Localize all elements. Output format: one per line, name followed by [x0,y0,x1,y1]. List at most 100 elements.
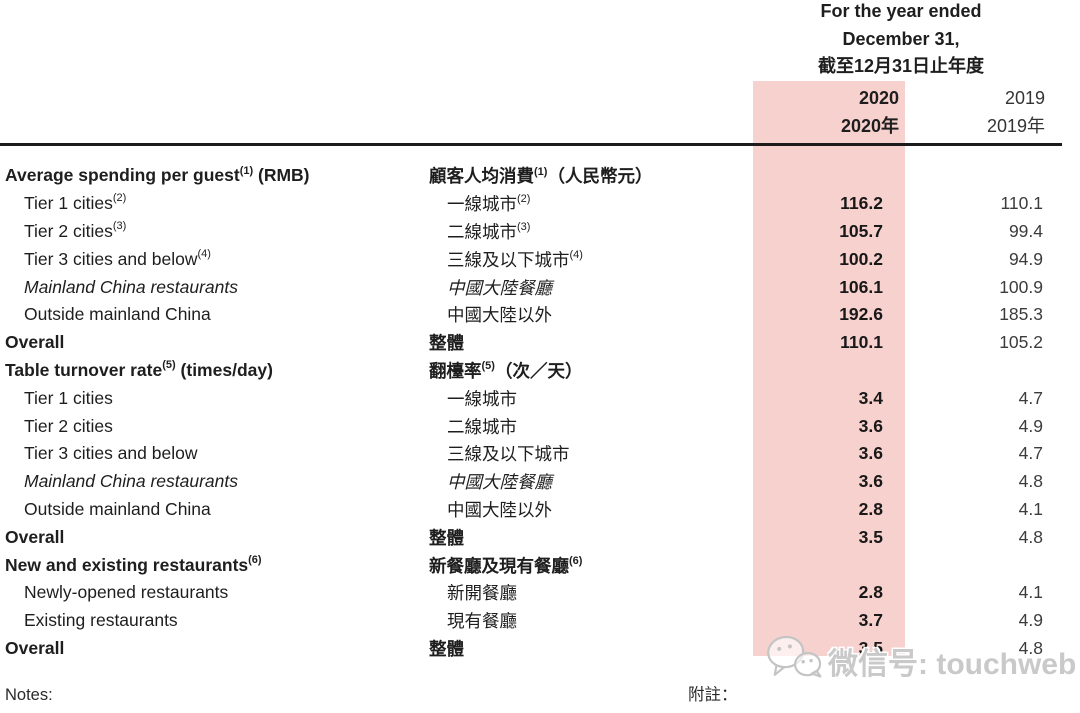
column-header-2019: 2019 2019年 [920,84,1045,140]
value-2020: 106.1 [839,276,883,297]
row-label-en: Tier 1 cities [24,387,113,408]
table-row: Outside mainland China 中國大陸以外 192.6 185.3 [0,301,1062,329]
value-2019: 99.4 [1008,220,1043,241]
row-label-en: Outside mainland China [24,304,211,325]
row-label-en: Tier 3 cities and below [24,443,198,464]
period-header: For the year ended December 31, 截至12月31日… [740,0,1062,81]
table-row: Overall 整體 3.5 4.8 [0,635,1062,663]
value-2020: 3.5 [858,637,883,658]
year-2019-en: 2019 [1004,88,1045,108]
period-line-1: For the year ended [820,1,982,21]
row-label-zh: 中國大陸餐廳 [447,472,552,493]
table-top-rule [0,143,1062,146]
row-label-en: Mainland China restaurants [24,471,239,492]
row-label-zh: 整體 [429,333,464,354]
row-label-zh: 新餐廳及現有餐廳(6) [429,554,583,576]
row-label-en: Tier 2 cities(3) [24,220,127,241]
value-2019: 100.9 [999,276,1043,297]
value-2019: 4.1 [1018,498,1043,519]
row-label-zh: 新開餐廳 [447,583,517,604]
table-row: Existing restaurants 現有餐廳 3.7 4.9 [0,607,1062,635]
value-2020: 2.8 [858,582,883,603]
value-2020: 3.6 [858,415,883,436]
row-label-zh: 一線城市 [447,388,517,409]
table-row: Mainland China restaurants 中國大陸餐廳 3.6 4.8 [0,468,1062,496]
value-2019: 4.8 [1018,471,1043,492]
row-label-zh: 一線城市(2) [447,193,531,215]
table-body: Average spending per guest(1) (RMB) 顧客人均消… [0,162,1062,662]
row-label-en: Overall [5,332,65,353]
row-label-zh: 中國大陸以外 [447,305,552,326]
table-row: Tier 2 cities(3) 二線城市(3) 105.7 99.4 [0,218,1062,246]
value-2019: 4.1 [1018,582,1043,603]
period-line-2: December 31, [842,28,960,49]
table-row: Tier 1 cities(2) 一線城市(2) 116.2 110.1 [0,190,1062,218]
table-row: Outside mainland China 中國大陸以外 2.8 4.1 [0,496,1062,524]
row-label-en: Tier 3 cities and below(4) [24,247,211,269]
value-2020: 3.7 [858,610,883,631]
value-2020: 3.5 [858,526,883,547]
value-2020: 100.2 [839,248,883,269]
column-header-2020: 2020 2020年 [753,84,899,140]
value-2020: 3.4 [858,387,883,408]
value-2019: 4.7 [1018,387,1043,408]
value-2020: 116.2 [840,193,883,214]
row-label-zh: 整體 [429,527,464,548]
row-label-en: Average spending per guest(1) (RMB) [5,164,310,186]
watermark-text: 微信号: touchweb [828,648,1077,681]
row-label-en: New and existing restaurants(6) [5,553,262,575]
table-row: Average spending per guest(1) (RMB) 顧客人均消… [0,162,1062,190]
row-label-zh: 顧客人均消費(1)（人民幣元） [429,165,653,187]
row-label-zh: 整體 [429,638,464,659]
table-row: Tier 1 cities 一線城市 3.4 4.7 [0,384,1062,412]
value-2020: 3.6 [858,471,883,492]
year-2019-zh: 2019年 [986,116,1045,136]
value-2019: 4.9 [1018,610,1043,631]
value-2020: 110.1 [840,332,883,353]
row-label-zh: 三線及以下城市(4) [447,248,583,270]
value-2019: 4.7 [1018,443,1043,464]
row-label-zh: 中國大陸以外 [447,499,552,520]
value-2020: 192.6 [839,304,883,325]
table-row: Tier 3 cities and below(4) 三線及以下城市(4) 100.… [0,245,1062,273]
value-2020: 3.6 [858,443,883,464]
row-label-en: Newly-opened restaurants [24,582,229,603]
row-label-zh: 中國大陸餐廳 [447,277,552,298]
row-label-en: Overall [5,526,65,547]
value-2019: 4.9 [1018,415,1043,436]
table-row: New and existing restaurants(6) 新餐廳及現有餐廳(… [0,551,1062,579]
value-2019: 4.8 [1018,637,1043,658]
row-label-zh: 二線城市 [447,416,517,437]
row-label-zh: 現有餐廳 [447,611,517,632]
row-label-zh: 三線及以下城市 [447,444,570,465]
table-row: Overall 整體 110.1 105.2 [0,329,1062,357]
row-label-zh: 翻檯率(5)（次／天） [429,360,583,381]
year-2020-zh: 2020年 [840,116,899,136]
table-row: Overall 整體 3.5 4.8 [0,523,1062,551]
value-2020: 2.8 [858,498,883,519]
value-2019: 185.3 [999,304,1043,325]
table-row: Table turnover rate(5) (times/day) 翻檯率(5)… [0,357,1062,385]
table-row: Tier 3 cities and below 三線及以下城市 3.6 4.7 [0,440,1062,468]
table-row: Newly-opened restaurants 新開餐廳 2.8 4.1 [0,579,1062,607]
period-line-3: 截至12月31日止年度 [817,56,985,76]
row-label-en: Overall [5,637,65,658]
highlight-column-2020 [753,81,905,656]
notes-label-en: Notes: [5,686,53,704]
value-2019: 105.2 [999,332,1043,353]
row-label-en: Table turnover rate(5) (times/day) [5,359,273,380]
value-2019: 110.1 [1000,193,1044,214]
value-2020: 105.7 [839,220,883,241]
row-label-zh: 二線城市(3) [447,221,531,242]
row-label-en: Mainland China restaurants [24,276,239,297]
year-2020-en: 2020 [858,88,899,108]
row-label-en: Outside mainland China [24,498,211,519]
value-2019: 4.8 [1018,526,1043,547]
row-label-en: Tier 1 cities(2) [24,192,127,214]
table-row: Mainland China restaurants 中國大陸餐廳 106.1 100… [0,273,1062,301]
row-label-en: Tier 2 cities [24,415,113,436]
watermark: 微信号: touchweb [766,632,1076,690]
value-2019: 94.9 [1008,248,1043,269]
row-label-en: Existing restaurants [24,610,178,631]
